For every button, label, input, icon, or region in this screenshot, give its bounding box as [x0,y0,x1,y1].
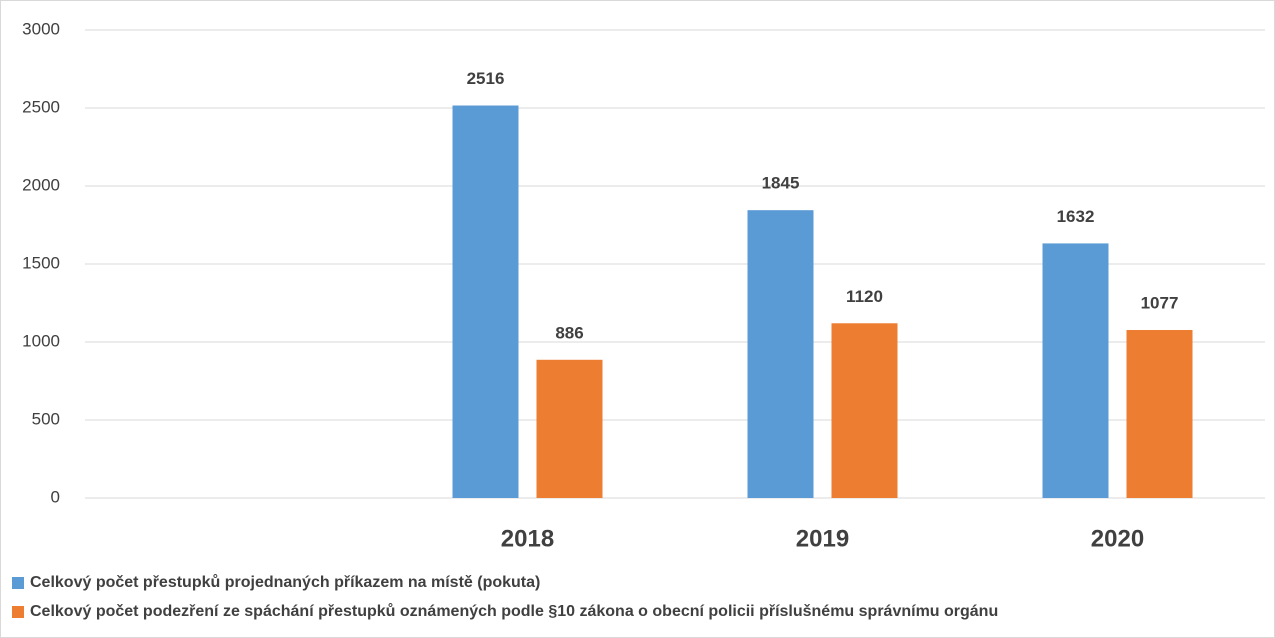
x-tick-label: 2018 [501,525,554,552]
data-label: 1845 [762,174,800,193]
data-label: 886 [555,323,583,342]
y-tick-label: 1500 [22,253,60,272]
y-tick-label: 3000 [22,19,60,38]
x-tick-label: 2019 [796,525,849,552]
legend-label: Celkový počet přestupků projednaných pří… [30,574,540,591]
y-tick-label: 1000 [22,331,60,350]
bar [831,323,898,498]
y-tick-label: 2500 [22,97,60,116]
legend-swatch [12,577,24,589]
data-label: 1632 [1057,207,1095,226]
bar [1042,243,1109,498]
y-tick-label: 500 [32,409,60,428]
legend-swatch [12,606,24,618]
data-label: 2516 [467,69,505,88]
bar [747,210,814,498]
data-label: 1077 [1141,293,1179,312]
y-tick-label: 2000 [22,175,60,194]
bar [1126,329,1193,498]
legend-label: Celkový počet podezření ze spáchání přes… [30,603,998,620]
data-label: 1120 [846,287,883,306]
bar [452,105,519,498]
y-tick-label: 0 [51,487,60,506]
x-tick-label: 2020 [1091,525,1144,552]
bar [536,359,603,498]
